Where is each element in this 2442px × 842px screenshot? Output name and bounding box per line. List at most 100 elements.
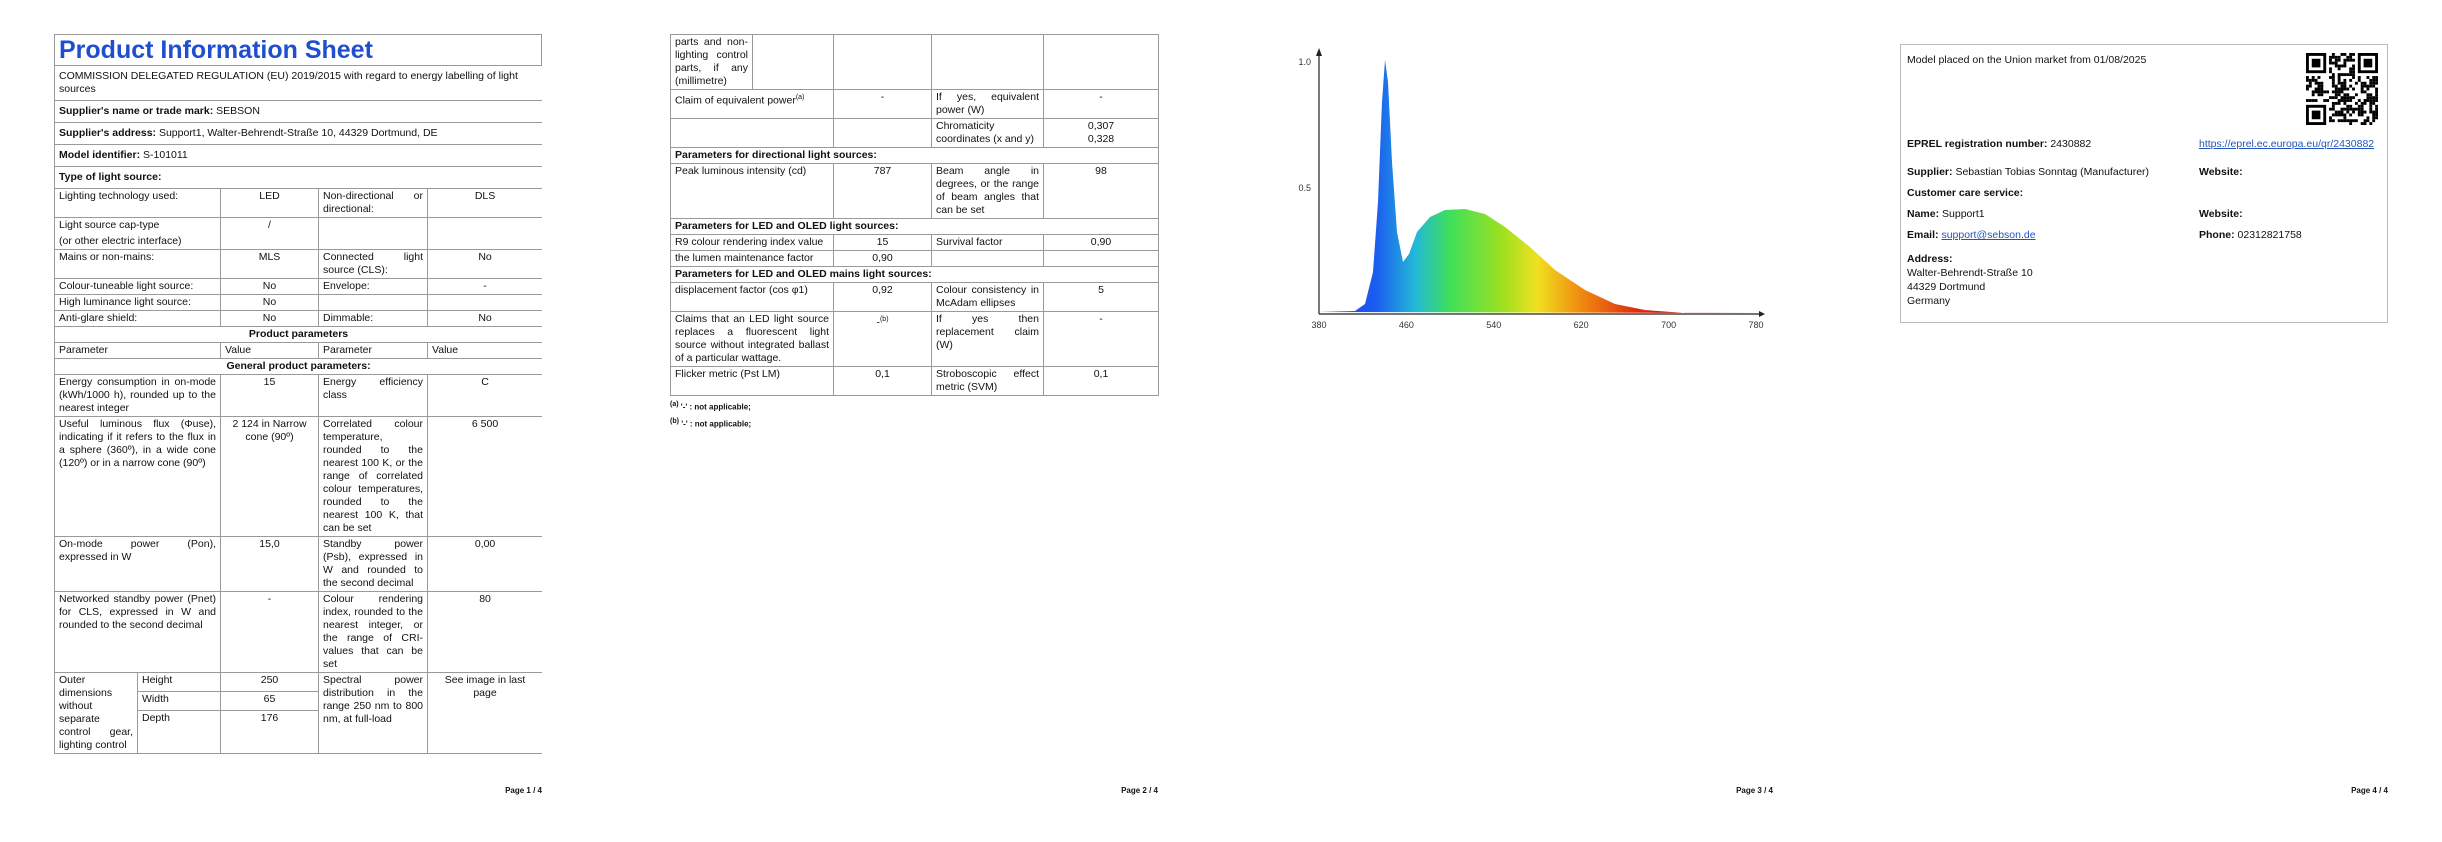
- qr-module: [2317, 84, 2321, 88]
- qr-module: [2340, 107, 2344, 111]
- table-cell: Value: [220, 342, 319, 359]
- table-row: Parameters for directional light sources…: [670, 147, 1159, 164]
- qr-module: [2311, 110, 2321, 120]
- table-cell: 787: [833, 163, 932, 219]
- qr-module: [2331, 76, 2335, 79]
- table-cell: Peak luminous intensity (cd): [670, 163, 834, 219]
- note: (a) '-' : not applicable;: [670, 398, 1158, 415]
- table-row: Parameters for LED and OLED light source…: [670, 218, 1159, 235]
- qr-module: [2331, 73, 2335, 77]
- text: Customer care service:: [1907, 187, 2024, 199]
- table-cell: Claims that an LED light source replaces…: [670, 311, 834, 367]
- table-cell: Energy efficiency class: [318, 374, 428, 417]
- text: -: [876, 316, 880, 329]
- qr-module: [2331, 101, 2335, 105]
- qr-module: [2337, 78, 2341, 82]
- qr-module: [2334, 93, 2338, 97]
- qr-module: [2372, 119, 2376, 123]
- qr-module: [2369, 107, 2373, 111]
- qr-module: [2349, 96, 2353, 100]
- y-tick-label: 1.0: [1298, 57, 1311, 67]
- qr-module: [2340, 81, 2344, 85]
- qr-module: [2343, 61, 2347, 65]
- table-row: the lumen maintenance factor 0,90: [670, 250, 1159, 267]
- qr-module: [2343, 96, 2347, 100]
- table-row: Depth 176: [55, 710, 543, 754]
- table-row: Flicker metric (Pst LM) 0,1 Stroboscopic e…: [670, 366, 1159, 396]
- qr-module: [2349, 119, 2353, 123]
- qr-module: [2334, 87, 2338, 91]
- qr-module: [2346, 58, 2350, 62]
- qr-module: [2317, 87, 2321, 91]
- qr-module: [2372, 110, 2376, 114]
- qr-module: [2331, 119, 2335, 123]
- table-cell: -(b): [833, 311, 932, 367]
- table-cell: Parameter: [54, 342, 221, 359]
- table-cell: Width: [137, 691, 221, 711]
- qr-module: [2366, 87, 2370, 91]
- qr-module: [2317, 76, 2321, 79]
- qr-module: [2334, 64, 2338, 68]
- info-table: COMMISSION DELEGATED REGULATION (EU) 201…: [54, 65, 542, 754]
- table-cell: Light source cap-type (or other electric …: [54, 217, 221, 250]
- qr-module: [2352, 110, 2355, 114]
- qr-module: [2343, 113, 2347, 117]
- qr-module: [2331, 84, 2335, 88]
- qr-module: [2343, 116, 2347, 120]
- qr-module: [2317, 93, 2321, 97]
- qr-module: [2311, 93, 2315, 97]
- qr-module: [2320, 90, 2324, 94]
- table-cell: Colour-tuneable light source:: [54, 278, 221, 295]
- table-body: COMMISSION DELEGATED REGULATION (EU) 201…: [54, 65, 543, 754]
- text: Supplier:: [1907, 166, 1953, 178]
- qr-module: [2340, 64, 2344, 68]
- qr-module: [2308, 81, 2312, 85]
- table-cell: Colour rendering index, rounded to the n…: [318, 591, 428, 673]
- qr-module: [2337, 90, 2341, 94]
- qr-module: [2375, 116, 2378, 120]
- block: https://eprel.ec.europa.eu/qr/2430882: [2199, 137, 2379, 151]
- qr-module: [2331, 90, 2335, 94]
- qr-module: [2311, 99, 2315, 102]
- table-cell: [833, 118, 932, 148]
- table-cell: Survival factor: [931, 234, 1044, 251]
- qr-module: [2329, 116, 2332, 120]
- table-cell: 2 124 in Narrow cone (90º): [220, 416, 319, 537]
- eprel-link[interactable]: https://eprel.ec.europa.eu/qr/2430882: [2199, 138, 2375, 150]
- block: Address: Walter-Behrendt-Straße 10 44329…: [1907, 252, 2033, 308]
- qr-module: [2372, 99, 2376, 102]
- qr-module: [2346, 55, 2350, 59]
- table-cell: Depth: [137, 710, 221, 754]
- qr-module: [2349, 58, 2353, 62]
- qr-module: [2369, 81, 2373, 85]
- table-cell: Parameters for directional light sources…: [670, 147, 1159, 164]
- qr-module: [2337, 93, 2341, 97]
- qr-module: [2329, 67, 2332, 71]
- qr-module: [2331, 81, 2335, 85]
- page-3: 380 460 540 620 700 780 0.5 1.0: [1285, 34, 1773, 779]
- qr-module: [2354, 119, 2358, 123]
- table-cell: General product parameters:: [54, 358, 542, 375]
- block: Supplier: Sebastian Tobias Sonntag (Manu…: [1907, 165, 2149, 179]
- table-cell: Stroboscopic effect metric (SVM): [931, 366, 1044, 396]
- qr-module: [2375, 107, 2378, 111]
- superscript: (a): [670, 401, 679, 408]
- qr-module: [2363, 90, 2367, 94]
- note: (b) '-' : not applicable;: [670, 415, 1158, 432]
- table-cell: /: [220, 217, 319, 250]
- table-cell: [426, 217, 542, 250]
- table-row: High luminance light source: No: [54, 294, 542, 311]
- qr-module: [2349, 113, 2353, 117]
- email-link[interactable]: support@sebson.de: [1941, 229, 2036, 241]
- table-cell: R9 colour rendering index value: [670, 234, 834, 251]
- qr-module: [2337, 113, 2341, 117]
- qr-module: [2352, 67, 2355, 71]
- table-cell: 15,0: [220, 536, 319, 592]
- qr-module: [2354, 101, 2358, 105]
- qr-module: [2357, 113, 2361, 117]
- table-cell: parts and non-lighting control parts, if…: [670, 34, 753, 90]
- qr-module: [2331, 107, 2335, 111]
- qr-module: [2375, 110, 2378, 114]
- page-content: Product Information Sheet COMMISSION DEL…: [54, 34, 542, 779]
